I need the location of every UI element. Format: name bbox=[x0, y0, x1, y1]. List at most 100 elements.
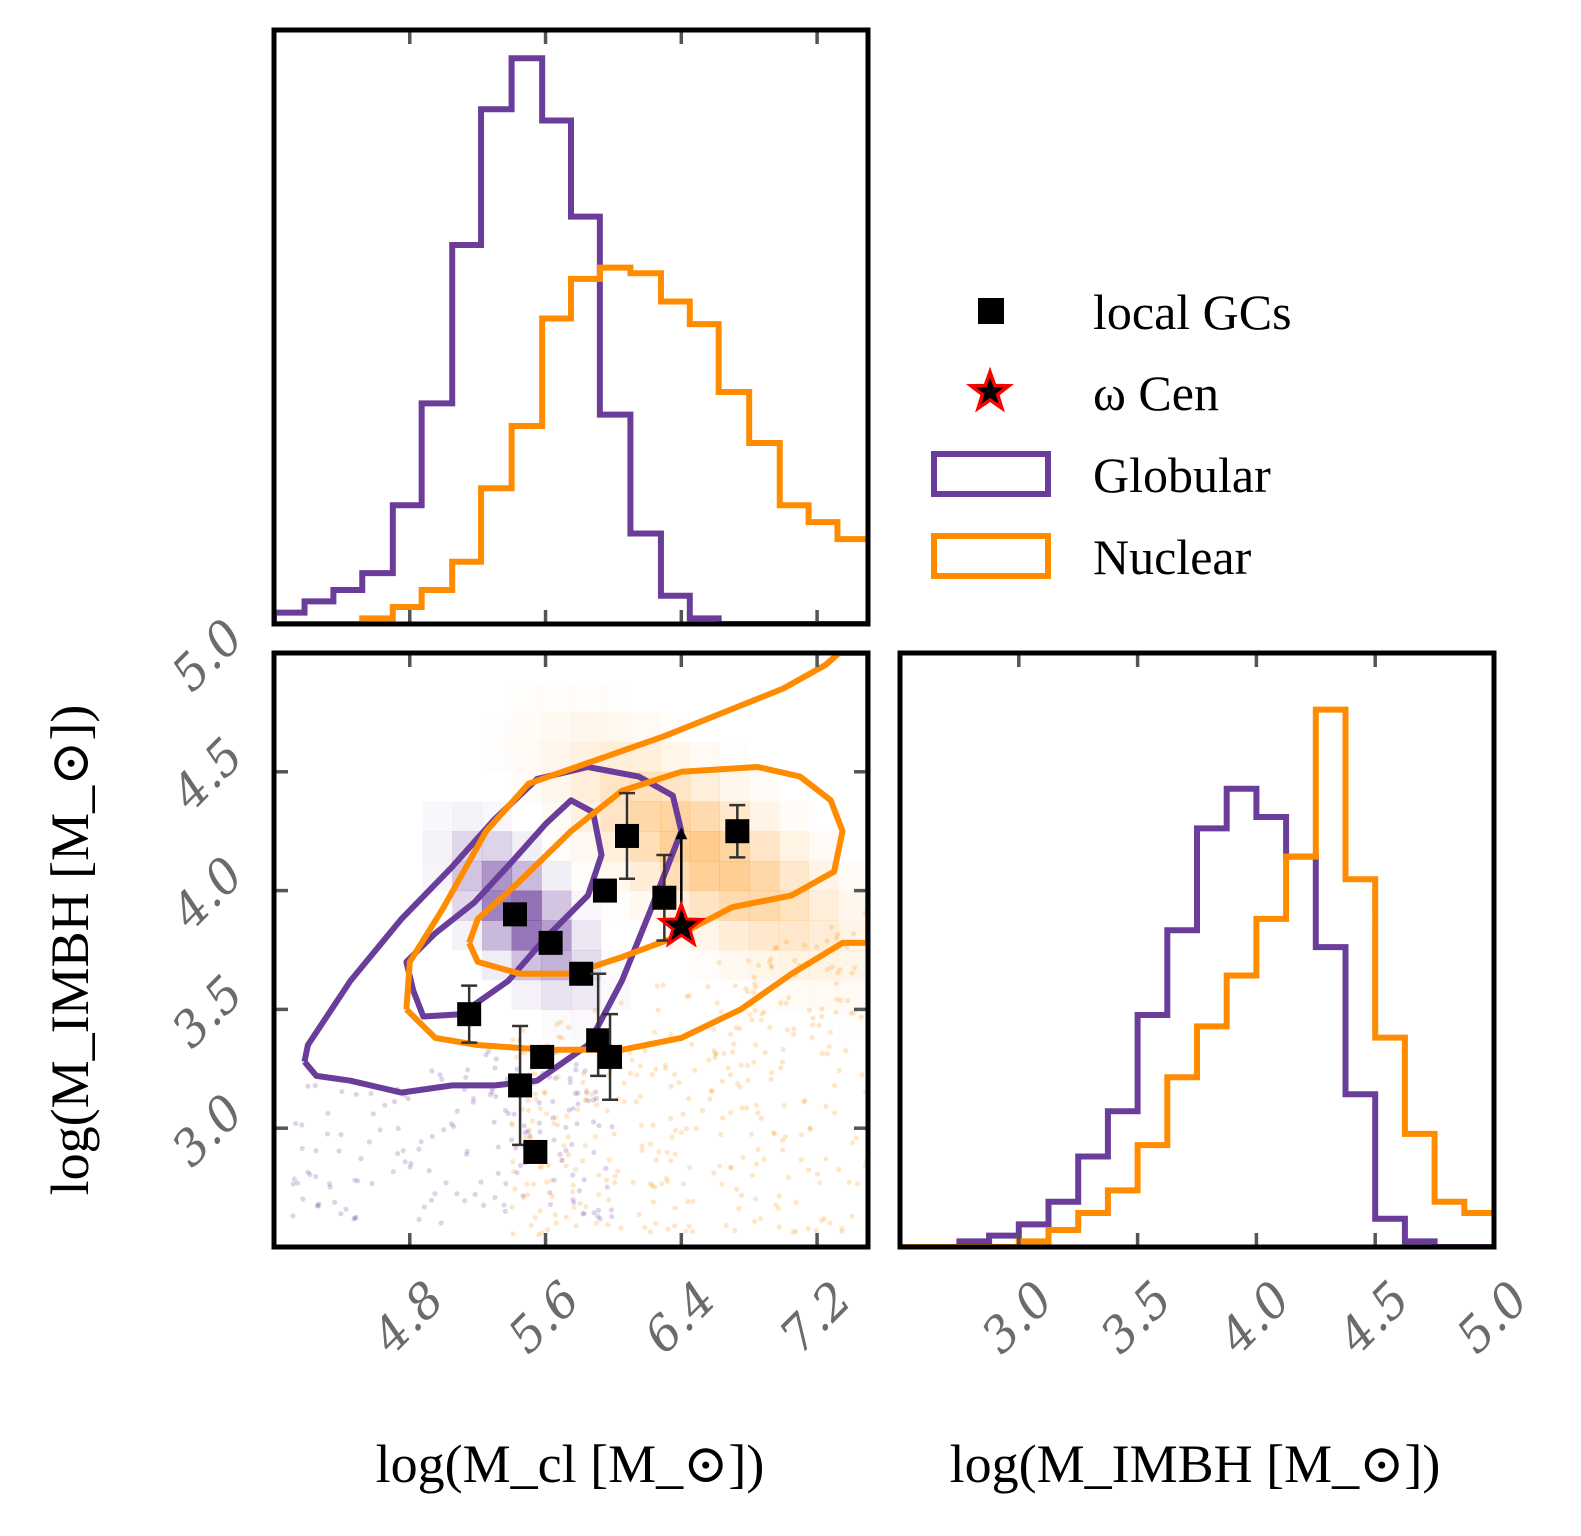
legend-label-omega-cen: ω Cen bbox=[1093, 365, 1219, 421]
sample-dot bbox=[819, 1013, 825, 1020]
density-cell-nuclear bbox=[719, 771, 750, 802]
density-cell-nuclear bbox=[868, 1009, 898, 1039]
sample-dot bbox=[491, 1119, 497, 1125]
sample-dot bbox=[665, 1226, 671, 1232]
sample-dot bbox=[591, 1149, 597, 1156]
sample-dot bbox=[727, 1164, 734, 1170]
sample-dot bbox=[584, 1090, 590, 1096]
sample-dot bbox=[768, 1070, 775, 1076]
sample-dot bbox=[470, 1095, 477, 1102]
sample-dot bbox=[574, 1121, 580, 1127]
sample-dot bbox=[454, 1108, 460, 1114]
legend: local GCs ω Cen Globular Nuclear bbox=[931, 284, 1292, 585]
legend-label-local-gcs: local GCs bbox=[1093, 284, 1292, 340]
sample-dot bbox=[680, 1181, 687, 1187]
density-cell-nuclear bbox=[571, 771, 602, 802]
sample-dot bbox=[650, 1122, 656, 1128]
y-tick-label: 3.5 bbox=[161, 965, 255, 1059]
sample-dot bbox=[755, 962, 762, 969]
sample-dot bbox=[712, 1051, 718, 1057]
sample-dot bbox=[716, 960, 722, 966]
sample-dot bbox=[768, 964, 775, 971]
sample-dot bbox=[541, 1089, 547, 1095]
sample-dot bbox=[791, 1026, 797, 1032]
sample-dot bbox=[814, 1171, 821, 1177]
sample-dot bbox=[805, 1225, 812, 1232]
sample-dot bbox=[836, 1067, 842, 1074]
sample-dot bbox=[443, 1180, 449, 1186]
sample-dot bbox=[390, 1168, 396, 1175]
sample-dot bbox=[747, 1011, 753, 1018]
sample-dot bbox=[520, 1193, 526, 1199]
sample-dot bbox=[719, 1078, 725, 1084]
sample-dot bbox=[852, 965, 858, 971]
sample-dot bbox=[510, 1158, 516, 1165]
density-cell-nuclear bbox=[719, 920, 750, 951]
sample-dot bbox=[527, 1134, 533, 1141]
sample-dot bbox=[510, 1036, 516, 1043]
local-gc-marker bbox=[598, 1044, 623, 1069]
density-cell-globular bbox=[481, 831, 513, 862]
local-gc-marker bbox=[508, 1073, 533, 1098]
sample-dot bbox=[835, 970, 841, 976]
sample-dot bbox=[551, 1177, 557, 1183]
sample-dot bbox=[767, 959, 773, 965]
sample-dot bbox=[605, 1222, 611, 1228]
sample-dot bbox=[353, 1214, 359, 1221]
sample-dot bbox=[565, 1152, 572, 1158]
sample-dot bbox=[583, 1087, 590, 1094]
density-cell-nuclear bbox=[660, 742, 691, 773]
sample-dot bbox=[687, 1164, 693, 1171]
sample-dot bbox=[464, 1067, 471, 1073]
y-tick-label: 4.5 bbox=[160, 728, 254, 822]
sample-dot bbox=[586, 1097, 592, 1104]
sample-dot bbox=[848, 1010, 854, 1016]
sample-dot bbox=[532, 1091, 539, 1097]
sample-dot bbox=[570, 1105, 576, 1112]
sample-dot bbox=[408, 1160, 414, 1167]
right-histogram-frame bbox=[897, 650, 1497, 1250]
sample-dot bbox=[597, 1216, 603, 1222]
sample-dot bbox=[629, 1057, 635, 1063]
density-cell-nuclear bbox=[541, 712, 572, 743]
sample-dot bbox=[563, 1214, 569, 1220]
sample-dot bbox=[421, 1204, 427, 1210]
posterior-sample-cloud bbox=[290, 910, 868, 1238]
sample-dot bbox=[836, 1166, 842, 1173]
sample-dot bbox=[849, 1213, 855, 1219]
sample-dot bbox=[355, 1178, 361, 1184]
sample-dot bbox=[487, 1092, 493, 1098]
sample-dot bbox=[448, 1121, 454, 1127]
density-cell-nuclear bbox=[749, 831, 780, 862]
sample-dot bbox=[753, 984, 759, 990]
sample-dot bbox=[299, 1145, 305, 1152]
sample-dot bbox=[402, 1159, 408, 1165]
sample-dot bbox=[801, 1099, 807, 1105]
sample-dot bbox=[684, 993, 690, 1000]
sample-dot bbox=[807, 1126, 813, 1132]
sample-dot bbox=[785, 1174, 791, 1181]
sample-dot bbox=[432, 1191, 438, 1197]
density-cell-nuclear bbox=[689, 831, 720, 862]
sample-dot bbox=[325, 1110, 331, 1116]
density-cell-nuclear bbox=[838, 890, 868, 921]
density-cell-nuclear bbox=[719, 950, 750, 981]
sample-dot bbox=[581, 1210, 587, 1217]
sample-dot bbox=[549, 1193, 555, 1199]
sample-dot bbox=[823, 1103, 829, 1109]
sample-dot bbox=[807, 1125, 813, 1131]
observed-points bbox=[457, 791, 750, 1164]
sample-dot bbox=[739, 1105, 745, 1111]
x-tick-label: 3.5 bbox=[1089, 1271, 1183, 1365]
density-cell-globular bbox=[541, 1009, 571, 1039]
sample-dot bbox=[527, 1133, 533, 1139]
sample-dot bbox=[683, 1126, 689, 1132]
sample-dot bbox=[660, 982, 666, 988]
sample-dot bbox=[525, 1097, 531, 1104]
sample-dot bbox=[554, 1122, 561, 1128]
sample-dot bbox=[740, 1154, 746, 1160]
sample-dot bbox=[824, 1051, 830, 1057]
sample-dot bbox=[520, 1194, 527, 1201]
density-cell-globular bbox=[422, 831, 453, 862]
sample-dot bbox=[859, 1072, 865, 1078]
